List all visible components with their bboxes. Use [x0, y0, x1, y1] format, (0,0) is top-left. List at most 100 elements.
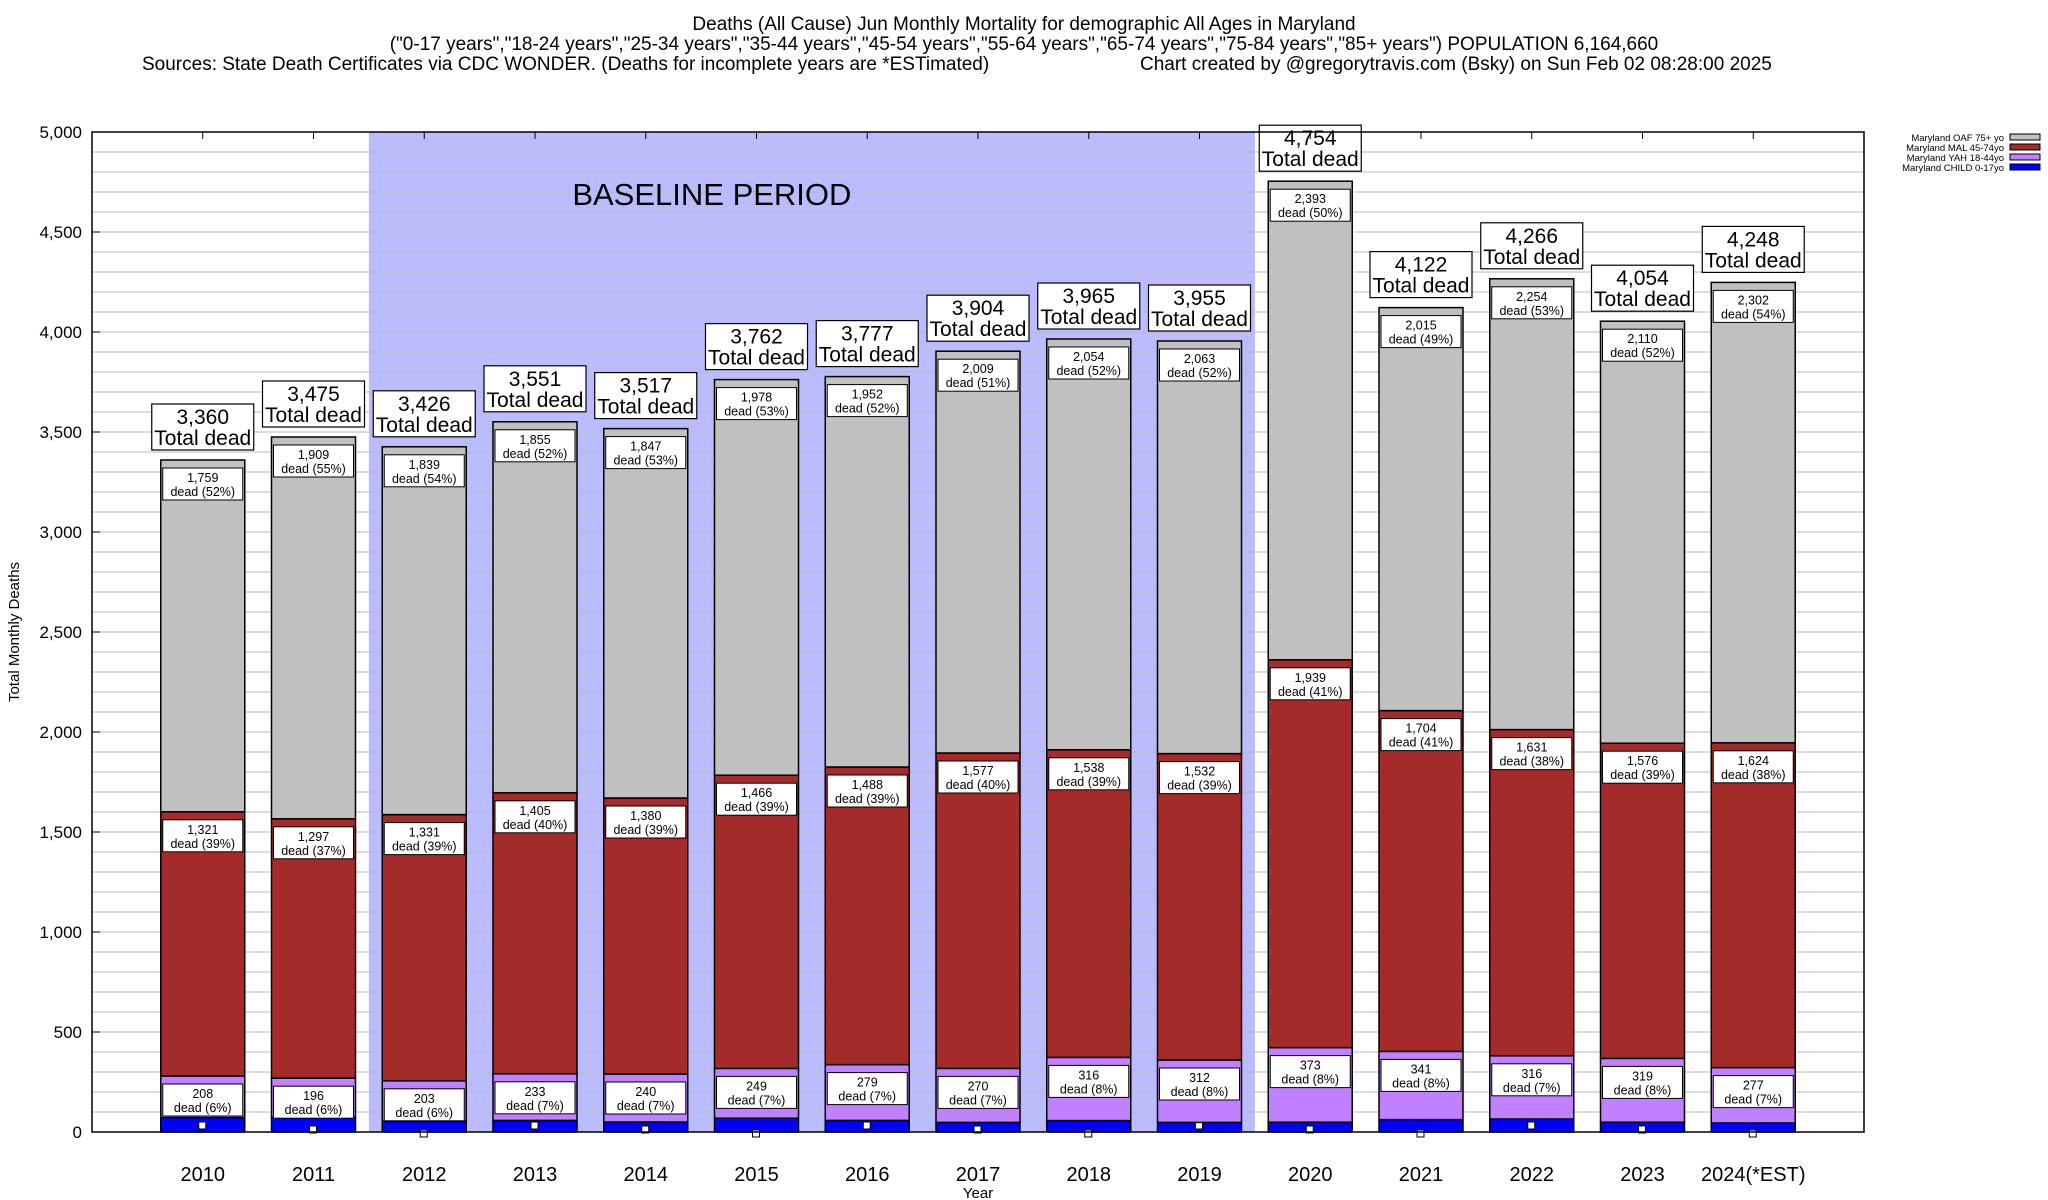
- segment-label-value: 270: [968, 1079, 989, 1093]
- total-label-value: 4,266: [1505, 225, 1558, 248]
- segment-label-value: 2,254: [1516, 290, 1547, 304]
- segment-label-box: [937, 1075, 1019, 1109]
- segment-label-box: [1712, 289, 1794, 323]
- total-label-box: [1369, 251, 1473, 299]
- segment-label-box: [605, 1081, 687, 1115]
- segment-label-percent: dead (41%): [1278, 685, 1343, 699]
- x-tick-label: 2019: [1177, 1164, 1222, 1186]
- segment-label-percent: dead (39%): [613, 823, 678, 837]
- segment-label-value: 1,380: [630, 809, 661, 823]
- segment-label-value: 1,538: [1073, 761, 1104, 775]
- bar-segment-oaf: [1710, 281, 1796, 744]
- chart-credit: Chart created by @gregorytravis.com (Bsk…: [1140, 54, 1772, 75]
- segment-label-value: 2,054: [1073, 350, 1104, 364]
- segment-label-box: [494, 429, 576, 463]
- segment-label-box: [1602, 328, 1683, 362]
- y-tick-label: 1,000: [39, 923, 82, 942]
- segment-label-percent: dead (41%): [1389, 736, 1454, 750]
- segment-label-percent: dead (39%): [1610, 768, 1675, 782]
- segment-label-box: [494, 800, 576, 834]
- x-tick-label: 2011: [292, 1164, 335, 1186]
- segment-label-box: [162, 467, 244, 501]
- segment-label-value: 1,405: [519, 804, 550, 818]
- total-label-text: Total dead: [376, 414, 473, 437]
- bar-segment-mal: [492, 792, 578, 1075]
- x-tick-label: 2022: [1510, 1164, 1555, 1186]
- segment-label-percent: dead (40%): [946, 778, 1011, 792]
- segment-label-value: 1,952: [852, 388, 883, 402]
- total-label-value: 4,122: [1395, 254, 1448, 277]
- segment-label-value: 1,909: [298, 448, 329, 462]
- chart-sources: Sources: State Death Certificates via CD…: [142, 54, 990, 75]
- segment-label-percent: dead (52%): [1056, 364, 1121, 378]
- segment-label-box: [1380, 1058, 1462, 1092]
- bar-segment-mal: [824, 766, 910, 1066]
- bar-segment-oaf: [381, 446, 467, 816]
- segment-label-percent: dead (8%): [1392, 1076, 1450, 1090]
- segment-label-value: 1,466: [741, 786, 772, 800]
- segment-label-value: 277: [1743, 1079, 1764, 1093]
- segment-label-percent: dead (39%): [835, 792, 900, 806]
- segment-label-value: 249: [746, 1079, 767, 1093]
- segment-label-box: [605, 436, 687, 470]
- segment-label-percent: dead (52%): [835, 402, 900, 416]
- total-label-value: 3,475: [287, 383, 340, 406]
- segment-label-value: 319: [1632, 1069, 1653, 1083]
- segment-label-box: [1269, 667, 1351, 701]
- bar-segment-mal: [603, 797, 689, 1075]
- total-label-box: [1037, 282, 1141, 330]
- total-label-text: Total dead: [265, 404, 362, 427]
- segment-label-box: [162, 819, 244, 853]
- segment-label-value: 341: [1411, 1062, 1432, 1076]
- total-label-text: Total dead: [1373, 275, 1470, 298]
- total-label-text: Total dead: [708, 347, 805, 370]
- segment-label-box: [1602, 750, 1683, 784]
- total-label-box: [1590, 264, 1695, 312]
- segment-label-percent: dead (51%): [946, 376, 1011, 390]
- segment-label-value: 1,624: [1738, 754, 1769, 768]
- bar-segment-oaf: [492, 421, 578, 794]
- y-tick-label: 4,000: [39, 323, 82, 342]
- segment-label-percent: dead (54%): [1721, 307, 1786, 321]
- segment-label-box: [162, 1083, 244, 1117]
- segment-label-value: 1,532: [1184, 765, 1215, 779]
- total-label-text: Total dead: [1705, 249, 1802, 272]
- bar-segment-oaf: [160, 459, 246, 813]
- segment-label-box: [826, 384, 908, 418]
- legend-label: Maryland YAH 18-44yo: [1907, 153, 2004, 164]
- segment-label-box: [1712, 1075, 1794, 1109]
- segment-label-value: 2,110: [1627, 332, 1657, 346]
- bar-segment-oaf: [1599, 320, 1686, 744]
- segment-label-value: 1,704: [1405, 722, 1436, 736]
- segment-label-value: 373: [1300, 1059, 1321, 1073]
- segment-label-box: [716, 782, 797, 816]
- total-label-value: 4,248: [1727, 228, 1780, 251]
- segment-label-box: [605, 805, 687, 839]
- segment-label-box: [1491, 737, 1573, 771]
- segment-label-value: 233: [525, 1085, 546, 1099]
- segment-label-percent: dead (7%): [506, 1099, 564, 1113]
- chart-title: Deaths (All Cause) Jun Monthly Mortality…: [692, 14, 1356, 35]
- segment-label-value: 1,839: [409, 458, 440, 472]
- baseline-period-label: BASELINE PERIOD: [572, 177, 851, 212]
- child-marker: [973, 1125, 982, 1134]
- segment-label-percent: dead (52%): [1610, 346, 1675, 360]
- bar-segment-mal: [1267, 659, 1353, 1049]
- total-label-box: [261, 380, 366, 428]
- total-label-text: Total dead: [819, 344, 916, 367]
- segment-label-percent: dead (54%): [392, 472, 457, 486]
- bar-segment-mal: [935, 752, 1021, 1070]
- bar-segment-mal: [1599, 742, 1686, 1060]
- child-marker: [1638, 1125, 1646, 1134]
- segment-label-percent: dead (8%): [1281, 1073, 1339, 1087]
- x-tick-label: 2017: [956, 1164, 1001, 1186]
- y-tick-label: 2,500: [39, 623, 82, 642]
- total-label-value: 3,360: [176, 406, 229, 429]
- segment-label-box: [273, 826, 354, 860]
- segment-label-box: [1380, 315, 1462, 349]
- total-label-value: 3,965: [1062, 285, 1115, 308]
- child-marker: [530, 1121, 539, 1130]
- segment-label-value: 208: [192, 1087, 213, 1101]
- segment-label-value: 2,009: [962, 362, 993, 376]
- total-label-box: [815, 320, 919, 368]
